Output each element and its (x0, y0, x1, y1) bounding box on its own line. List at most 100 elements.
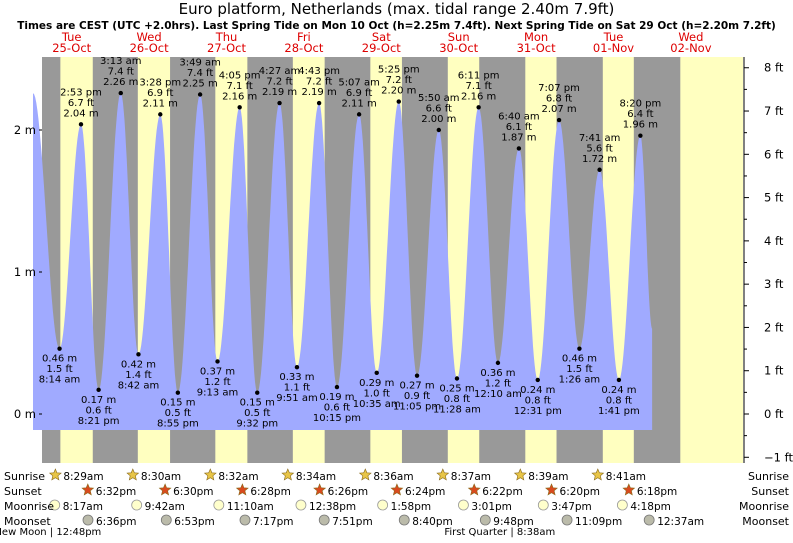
high-tide-point (78, 122, 84, 127)
tide-height-ft-label: 0.8 ft (525, 395, 551, 406)
tide-area (33, 93, 653, 430)
low-tide-point (577, 346, 582, 351)
tide-height-m-label: 2.19 m (302, 87, 337, 98)
moonset-icon (643, 514, 655, 526)
low-tide-point (616, 377, 622, 383)
tide-height-m-label: 0.17 m (81, 395, 116, 406)
sunset-icon (158, 483, 172, 496)
moonrise-label-left: Moonrise (4, 500, 54, 513)
sunset-icon (467, 483, 481, 496)
tide-height-m-label: 1.72 m (582, 154, 617, 165)
tide-height-m-label: 0.24 m (601, 385, 636, 396)
tide-labels: 0.46 m1.5 ft8:14 am2:53 pm6.7 ft2.04 m0.… (39, 56, 661, 430)
tide-height-m-label: 2.19 m (262, 87, 297, 98)
sunrise-time: 8:30am (141, 471, 181, 483)
day-date: 30-Oct (439, 41, 478, 55)
tide-height-ft-label: 1.4 ft (125, 370, 151, 381)
tide-height-m-label: 0.25 m (439, 384, 474, 395)
moonrise-icon (616, 499, 628, 511)
high-tide-point (638, 133, 643, 138)
moonset-time: 12:37am (657, 516, 704, 528)
sunrise-time: 8:41am (606, 471, 646, 483)
tide-height-m-label: 2.07 m (541, 104, 576, 115)
chart-title: Euro platform, Netherlands (max. tidal r… (179, 0, 615, 18)
moonset-time: 7:17pm (253, 516, 293, 528)
sunrise-icon (48, 468, 62, 481)
tide-height-ft-label: 1.0 ft (364, 388, 390, 399)
moonrise-icon (537, 499, 549, 511)
low-tide-point (414, 373, 420, 378)
tide-height-m-label: 0.15 m (160, 398, 195, 409)
tide-height-ft-label: 1.1 ft (284, 383, 310, 394)
moonset-icon (479, 514, 491, 526)
high-tide-point (118, 90, 123, 96)
y-left-tick-label: 1 m (14, 265, 36, 279)
low-tide-point (495, 360, 501, 366)
moonrise-icon (213, 499, 225, 511)
low-tide-point (374, 370, 379, 376)
tide-height-ft-label: 7.4 ft (108, 67, 134, 78)
tide-height-m-label: 2.11 m (143, 98, 178, 109)
sunrise-icon (513, 468, 527, 481)
sunrise-label-right: Sunrise (748, 470, 789, 483)
tide-time-label: 5:07 am (338, 77, 380, 88)
tide-height-m-label: 0.37 m (200, 366, 235, 377)
low-tide-point (454, 376, 460, 381)
day-date: 29-Oct (362, 41, 401, 55)
day-date: 28-Oct (284, 41, 323, 55)
day-date: 02-Nov (670, 41, 711, 55)
sunrise-label-left: Sunrise (4, 470, 45, 483)
tide-height-m-label: 2.20 m (381, 86, 416, 97)
sunset-icon (313, 483, 327, 496)
tide-height-ft-label: 1.2 ft (485, 378, 511, 389)
y-right-tick-label: 1 ft (764, 364, 784, 378)
high-tide-point (476, 105, 481, 110)
y-right-tick-label: 3 ft (764, 277, 784, 291)
day-date: 26-Oct (130, 41, 169, 55)
moonset-time: 6:36pm (96, 516, 136, 528)
day-date: 27-Oct (207, 41, 246, 55)
sunset-time: 6:22pm (482, 486, 522, 498)
moonrise-icon (131, 499, 143, 511)
tide-time-label: 7:41 am (579, 133, 621, 144)
tide-height-m-label: 0.46 m (42, 354, 77, 365)
tide-time-label: 2:53 pm (60, 87, 102, 98)
moonset-time: 8:40pm (412, 516, 452, 528)
sunset-label-right: Sunset (751, 485, 789, 498)
tide-time-label: 5:50 am (418, 93, 460, 104)
sunset-time: 6:28pm (250, 486, 290, 498)
sunset-icon (235, 483, 249, 496)
low-tide-point (334, 384, 340, 390)
high-tide-point (356, 112, 362, 117)
tide-time-label: 4:43 pm (298, 66, 340, 77)
sunrise-icon (203, 468, 217, 481)
high-tide-point (158, 112, 163, 117)
tide-height-m-label: 1.87 m (501, 132, 536, 143)
y-right-tick-label: 0 ft (764, 407, 784, 421)
moonrise-time: 4:18pm (630, 501, 670, 513)
tide-time-label: 1:41 pm (598, 406, 640, 417)
tide-height-m-label: 2.11 m (342, 98, 377, 109)
low-tide-point (96, 387, 101, 393)
low-tide-point (215, 359, 220, 364)
sunrise-time: 8:34am (296, 471, 336, 483)
sunset-icon (81, 483, 95, 496)
y-left-tick-label: 2 m (14, 123, 36, 137)
day-of-week: Thu (215, 30, 238, 44)
tide-height-ft-label: 1.5 ft (46, 364, 72, 375)
day-of-week: Mon (524, 30, 548, 44)
tide-time-label: 8:20 pm (620, 99, 662, 110)
tide-time-label: 12:31 pm (514, 406, 562, 417)
sunrise-icon (436, 468, 450, 481)
tide-height-ft-label: 6.8 ft (546, 94, 572, 105)
daylight-band (680, 57, 743, 463)
sunrise-time: 8:32am (218, 471, 258, 483)
tide-height-m-label: 0.24 m (520, 385, 555, 396)
tide-time-label: 3:49 am (179, 58, 221, 69)
tide-height-ft-label: 0.5 ft (165, 408, 191, 419)
moonrise-icon (377, 499, 389, 511)
sunset-icon (390, 483, 404, 496)
high-tide-point (396, 99, 401, 104)
tide-height-ft-label: 7.2 ft (386, 75, 412, 86)
